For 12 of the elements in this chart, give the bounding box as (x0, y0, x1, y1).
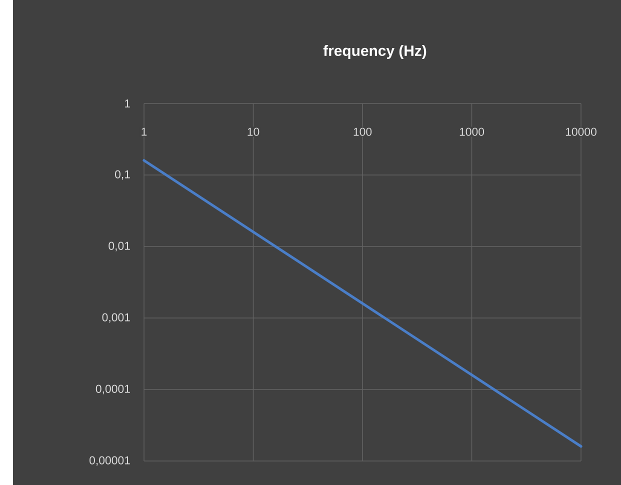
chart-title: frequency (Hz) (323, 45, 426, 59)
x-tick-label: 10 (248, 128, 260, 136)
y-tick-label: 0,001 (102, 313, 130, 323)
y-tick-label: 0,01 (108, 242, 130, 252)
x-tick-label: 10000 (566, 128, 596, 136)
y-tick-label: 0,0001 (96, 384, 130, 394)
y-tick-label: 1 (124, 100, 130, 108)
x-tick-label: 1000 (460, 128, 484, 136)
x-tick-label: 1 (142, 128, 147, 136)
y-tick-label: 0,1 (115, 170, 130, 180)
x-tick-label: 100 (354, 128, 372, 136)
y-tick-label: 0,00001 (90, 456, 130, 466)
